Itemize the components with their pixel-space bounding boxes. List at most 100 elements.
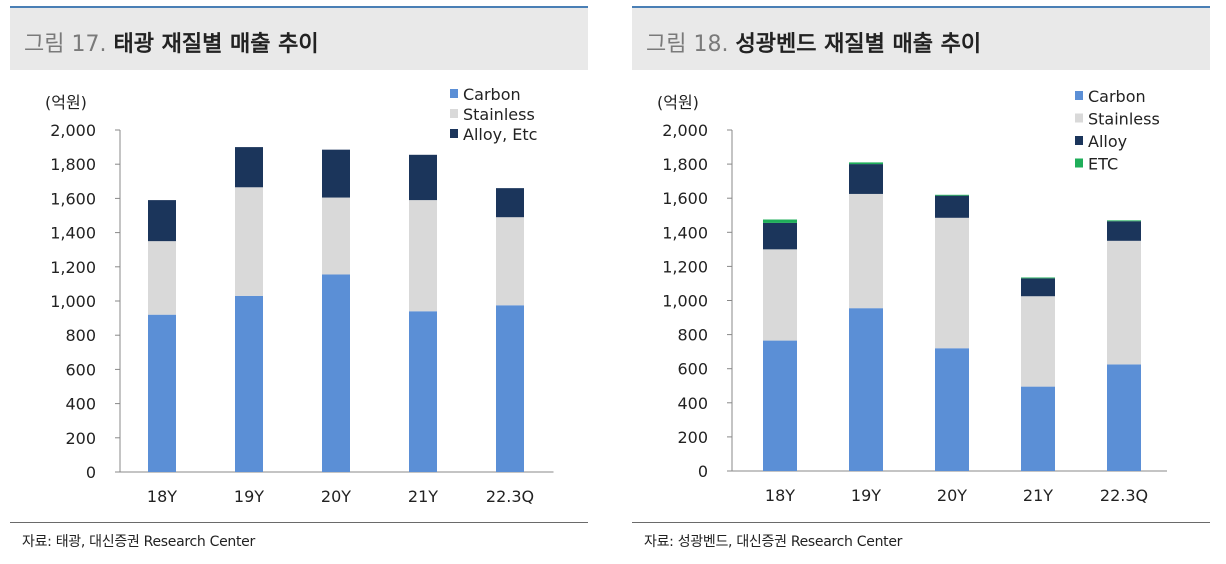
bar-segment-etc (1021, 277, 1055, 279)
y-tick-label: 1,400 (50, 224, 96, 243)
bar-segment-stainless (1021, 296, 1055, 387)
legend-label: Stainless (463, 105, 535, 124)
x-tick-label: 22.3Q (486, 487, 534, 506)
y-tick-label: 1,600 (662, 189, 708, 208)
x-tick-label: 19Y (234, 487, 264, 506)
legend-label: Alloy, Etc (463, 125, 537, 144)
x-tick-label: 18Y (765, 486, 795, 505)
chart-sungkwangbend-by-material: (억원) 0 200 400 600 800 1,000 1,200 1,400 1,600 1,8… (657, 87, 1167, 505)
bar-segment-carbon (235, 295, 263, 472)
y-tick-label: 400 (677, 394, 708, 413)
y-tick-label: 1,000 (662, 292, 708, 311)
legend-swatch (1075, 113, 1083, 123)
legend-label: Carbon (463, 85, 521, 104)
y-tick-label: 0 (86, 463, 96, 482)
bar-segment-stainless (322, 197, 350, 275)
bar-segment-alloy (849, 164, 883, 194)
legend-swatch (450, 129, 458, 138)
figure-title-text: 태광 재질별 매출 추이 (113, 32, 319, 57)
y-tick-label: 1,400 (662, 223, 708, 242)
y-tick-label: 1,600 (50, 189, 96, 208)
figure-18-panel: 그림 18. 성광벤드 재질별 매출 추이 (억원) 0 200 400 600 800 1… (632, 0, 1210, 564)
chart-taekwang-by-material: (억원) 0 200 400 600 800 1,000 1,200 1,400 1,600 1,8… (45, 85, 554, 506)
bar-segment-alloy (1021, 278, 1055, 297)
y-tick-label: 1,200 (50, 258, 96, 277)
y-tick-label: 800 (677, 326, 708, 345)
bar-segment-carbon (148, 314, 176, 472)
bar-segment-alloy-etc (409, 154, 437, 201)
y-tick-label: 800 (65, 326, 96, 345)
bar-segment-carbon (763, 340, 797, 471)
bar-segment-stainless (148, 241, 176, 315)
x-tick-label: 22.3Q (1100, 486, 1148, 505)
legend-label: Carbon (1088, 87, 1146, 106)
y-tick-label: 2,000 (662, 121, 708, 140)
unit-label: (억원) (657, 93, 699, 112)
x-tick-label: 20Y (321, 487, 351, 506)
y-tick-label: 0 (698, 462, 708, 481)
bar-segment-alloy (1107, 221, 1141, 241)
legend-label: Stainless (1088, 110, 1160, 129)
x-tick-label: 20Y (937, 486, 967, 505)
bar-segment-etc (849, 162, 883, 165)
bar-segment-alloy (935, 195, 969, 218)
bar-segment-stainless (935, 217, 969, 349)
footer-rule (632, 522, 1210, 523)
source-note: 자료: 성광벤드, 대신증권 Research Center (644, 534, 903, 550)
bar-segment-carbon (849, 308, 883, 471)
bar-segment-stainless (763, 249, 797, 341)
header-rule (632, 6, 1210, 8)
figure-header: 그림 18. 성광벤드 재질별 매출 추이 (632, 8, 1210, 70)
figure-title: 그림 18. 성광벤드 재질별 매출 추이 (646, 26, 981, 58)
legend-swatch (1075, 158, 1083, 168)
legend-swatch (1075, 91, 1083, 100)
y-tick-label: 200 (65, 429, 96, 448)
bar-segment-etc (1107, 220, 1141, 222)
bar-segment-carbon (1107, 364, 1141, 471)
bar-segment-etc (935, 194, 969, 196)
y-tick-label: 200 (677, 428, 708, 447)
y-tick-label: 600 (65, 360, 96, 379)
header-rule (10, 6, 588, 8)
bar-segment-stainless (849, 193, 883, 309)
x-tick-label: 21Y (408, 487, 438, 506)
x-tick-label: 19Y (851, 486, 881, 505)
figure-title: 그림 17. 태광 재질별 매출 추이 (24, 26, 319, 58)
figure-17-panel: 그림 17. 태광 재질별 매출 추이 (억원) 0 200 400 600 800 1,0… (10, 0, 588, 564)
figure-title-text: 성광벤드 재질별 매출 추이 (735, 32, 982, 57)
legend-swatch (1075, 136, 1083, 145)
bar-segment-carbon (409, 311, 437, 472)
bar-segment-stainless (409, 200, 437, 312)
bar-segment-etc (763, 219, 797, 223)
figure-number: 그림 17. (24, 32, 107, 57)
figure-header: 그림 17. 태광 재질별 매출 추이 (10, 8, 588, 70)
legend-label: ETC (1088, 155, 1118, 174)
x-tick-label: 18Y (147, 487, 177, 506)
bar-segment-alloy-etc (322, 149, 350, 198)
source-note: 자료: 태광, 대신증권 Research Center (22, 534, 255, 550)
footer-rule (10, 522, 588, 523)
legend-swatch (450, 109, 458, 118)
bar-segment-carbon (496, 305, 524, 472)
y-tick-label: 2,000 (50, 121, 96, 140)
figure-number: 그림 18. (646, 32, 729, 57)
legend-swatch (450, 89, 458, 98)
legend-label: Alloy (1088, 132, 1127, 151)
bar-segment-alloy-etc (148, 200, 176, 242)
bar-segment-alloy (763, 222, 797, 250)
y-tick-label: 600 (677, 360, 708, 379)
bar-segment-carbon (322, 274, 350, 472)
bar-segment-stainless (496, 217, 524, 306)
bar-segment-alloy-etc (235, 147, 263, 188)
x-tick-label: 21Y (1023, 486, 1053, 505)
y-tick-label: 1,000 (50, 292, 96, 311)
y-tick-label: 1,200 (662, 257, 708, 276)
unit-label: (억원) (45, 93, 87, 112)
y-tick-label: 1,800 (662, 155, 708, 174)
bar-segment-alloy-etc (496, 188, 524, 218)
bar-segment-carbon (1021, 386, 1055, 471)
y-tick-label: 1,800 (50, 155, 96, 174)
bar-segment-carbon (935, 348, 969, 471)
bar-segment-stainless (1107, 240, 1141, 365)
bar-segment-stainless (235, 187, 263, 296)
